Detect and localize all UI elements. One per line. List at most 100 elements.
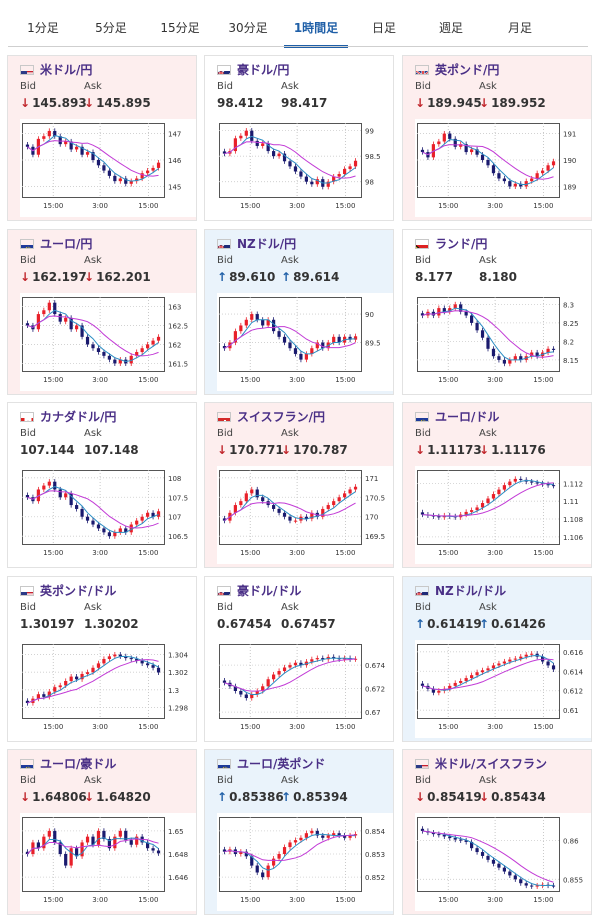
y-tick-label: 0.674 — [365, 662, 386, 670]
pair-name[interactable]: 米ドル/円 — [40, 63, 93, 77]
rate-card[interactable]: 英ポンド/ドル Bid Ask 1.30197 1.30202 1.304 1.302 1.3… — [7, 576, 197, 742]
ask-label: Ask — [84, 81, 102, 92]
candle-body — [261, 319, 265, 326]
ask-value-text: 189.952 — [491, 96, 546, 110]
pair-name[interactable]: NZドル/ドル — [435, 584, 507, 598]
pair-name[interactable]: スイスフラン/円 — [237, 410, 326, 424]
pair-name[interactable]: ユーロ/円 — [40, 237, 93, 251]
rate-card[interactable]: 米ドル/スイスフラン Bid Ask ↓ 0.85419 ↓ 0.85434 0.86 0.85… — [402, 749, 592, 915]
mini-chart[interactable]: 0.854 0.853 0.852 15:00 3:00 15:00 — [217, 813, 393, 911]
candle-body — [535, 352, 539, 357]
mini-chart[interactable]: 1.304 1.302 1.3 1.298 15:00 3:00 15:00 — [20, 640, 196, 738]
y-tick-label: 0.67 — [365, 709, 381, 717]
candle-body — [337, 174, 341, 177]
rate-card[interactable]: 豪ドル/円 Bid Ask 98.412 98.417 99 98.5 98 15:00 3:00… — [204, 55, 394, 221]
candle-body — [118, 654, 122, 657]
mini-chart[interactable]: 171 170.5 170 169.5 15:00 3:00 15:00 — [217, 466, 393, 564]
mini-chart[interactable]: 108 107.5 107 106.5 15:00 3:00 15:00 — [20, 466, 196, 564]
y-tick-label: 162.5 — [168, 322, 188, 330]
ma-long-line — [27, 659, 159, 704]
ma-short-line — [422, 307, 554, 361]
rate-card[interactable]: NZドル/円 Bid Ask ↑ 89.610 ↑ 89.614 90 89.5 15:00 3:0… — [204, 229, 394, 395]
mini-chart[interactable]: 1.112 1.11 1.108 1.106 15:00 3:00 15:00 — [415, 466, 591, 564]
mini-chart[interactable]: 191 190 189 15:00 3:00 15:00 — [415, 119, 591, 217]
rate-card[interactable]: ランド/円 Bid Ask 8.177 8.180 8.3 8.25 8.2 8.15 15:00… — [402, 229, 592, 395]
candle-body — [58, 685, 62, 688]
tab-30min[interactable]: 30分足 — [228, 21, 268, 35]
mini-chart[interactable]: 1.65 1.648 1.646 15:00 3:00 15:00 — [20, 813, 196, 911]
candle-body — [304, 516, 308, 519]
mini-chart[interactable]: 163 162.5 162 161.5 15:00 3:00 15:00 — [20, 293, 196, 391]
candle-body — [459, 144, 463, 147]
candle-body — [255, 690, 259, 695]
candle-body — [353, 486, 358, 490]
candle-body — [156, 162, 161, 168]
mini-chart[interactable]: 90 89.5 15:00 3:00 15:00 — [217, 293, 393, 391]
x-tick-label: 15:00 — [335, 202, 355, 210]
candle-body — [272, 505, 276, 509]
candle-body — [222, 518, 227, 521]
pair-name[interactable]: ランド/円 — [435, 237, 488, 251]
pair-name[interactable]: 米ドル/スイスフラン — [435, 757, 548, 771]
pair-name[interactable]: 英ポンド/ドル — [40, 584, 117, 598]
tab-15min[interactable]: 15分足 — [160, 21, 200, 35]
rate-card[interactable]: NZドル/ドル Bid Ask ↑ 0.61419 ↑ 0.61426 0.616 0.614 0… — [402, 576, 592, 742]
candle-body — [293, 348, 298, 354]
rate-card[interactable]: ユーロ/ドル Bid Ask ↓ 1.11173 ↓ 1.11176 1.112 1.11 1.1… — [402, 402, 592, 568]
ma-long-line — [224, 658, 356, 692]
candle-body — [332, 336, 336, 343]
rate-card[interactable]: スイスフラン/円 Bid Ask ↓ 170.771 ↓ 170.787 171 170.5 17… — [204, 402, 394, 568]
candle-body — [261, 497, 265, 502]
rate-card[interactable]: 豪ドル/ドル Bid Ask 0.67454 0.67457 0.674 0.672 0.67… — [204, 576, 394, 742]
mini-chart[interactable]: 0.86 0.855 15:00 3:00 15:00 — [415, 813, 591, 911]
pair-name[interactable]: ユーロ/英ポンド — [237, 757, 326, 771]
tab-weekly[interactable]: 週足 — [438, 21, 463, 35]
x-tick-label: 3:00 — [92, 723, 108, 731]
candle-body — [502, 485, 506, 490]
candle-body — [107, 532, 111, 537]
candle-body — [135, 520, 139, 525]
rate-card[interactable]: 英ポンド/円 Bid Ask ↓ 189.945 ↓ 189.952 191 190 189 15:… — [402, 55, 592, 221]
pair-name[interactable]: ユーロ/豪ドル — [40, 757, 117, 771]
tab-monthly[interactable]: 月足 — [507, 21, 532, 35]
y-tick-label: 0.612 — [563, 688, 583, 696]
candle-body — [277, 854, 281, 859]
candle-body — [25, 700, 30, 704]
mini-chart[interactable]: 0.674 0.672 0.67 15:00 3:00 15:00 — [217, 640, 393, 738]
candlestick-chart: 163 162.5 162 161.5 15:00 3:00 15:00 — [20, 293, 196, 391]
pair-name[interactable]: 英ポンド/円 — [435, 63, 500, 77]
arrow-up-icon: ↑ — [217, 270, 228, 284]
mini-chart[interactable]: 147 146 145 15:00 3:00 15:00 — [20, 119, 196, 217]
y-tick-label: 0.852 — [365, 874, 385, 882]
pair-name[interactable]: 豪ドル/ドル — [237, 584, 302, 598]
rate-card[interactable]: ユーロ/英ポンド Bid Ask ↑ 0.85386 ↑ 0.85394 0.854 0.853… — [204, 749, 394, 915]
mini-chart[interactable]: 0.616 0.614 0.612 0.61 15:00 3:00 15:00 — [415, 640, 591, 738]
bid-value: 98.412 — [217, 96, 263, 110]
candle-body — [524, 654, 528, 657]
pair-name[interactable]: カナダドル/円 — [40, 410, 117, 424]
mini-chart[interactable]: 8.3 8.25 8.2 8.15 15:00 3:00 15:00 — [415, 293, 591, 391]
arrow-up-icon: ↑ — [281, 270, 292, 284]
tab-1min[interactable]: 1分足 — [27, 21, 59, 35]
tab-daily[interactable]: 日足 — [371, 21, 396, 35]
mini-chart[interactable]: 99 98.5 98 15:00 3:00 15:00 — [217, 119, 393, 217]
rate-card[interactable]: カナダドル/円 Bid Ask 107.144 107.148 108 107.5 107 10… — [7, 402, 197, 568]
rate-card[interactable]: 米ドル/円 Bid Ask ↓ 145.893 ↓ 145.895 147 146 145 15:0… — [7, 55, 197, 221]
pair-name[interactable]: ユーロ/ドル — [435, 410, 500, 424]
pair-name[interactable]: NZドル/円 — [237, 237, 297, 251]
eu-flag-icon — [415, 412, 429, 422]
rate-card[interactable]: ユーロ/豪ドル Bid Ask ↓ 1.64806 ↓ 1.64820 1.65 1.648 1.… — [7, 749, 197, 915]
tab-1hour[interactable]: 1時間足 — [284, 0, 348, 48]
y-tick-label: 190 — [563, 157, 576, 165]
ask-label: Ask — [281, 81, 299, 92]
tab-5min[interactable]: 5分足 — [95, 21, 127, 35]
rate-card[interactable]: ユーロ/円 Bid Ask ↓ 162.197 ↓ 162.201 163 162.5 162 16… — [7, 229, 197, 395]
candle-body — [140, 516, 144, 521]
x-tick-label: 15:00 — [43, 202, 63, 210]
ask-value: ↓ 1.11176 — [479, 443, 546, 457]
pair-name[interactable]: 豪ドル/円 — [237, 63, 290, 77]
gb-flag-icon — [415, 65, 429, 75]
ask-value-text: 162.201 — [96, 270, 151, 284]
x-tick-label: 3:00 — [92, 376, 108, 384]
candle-body — [310, 512, 314, 519]
